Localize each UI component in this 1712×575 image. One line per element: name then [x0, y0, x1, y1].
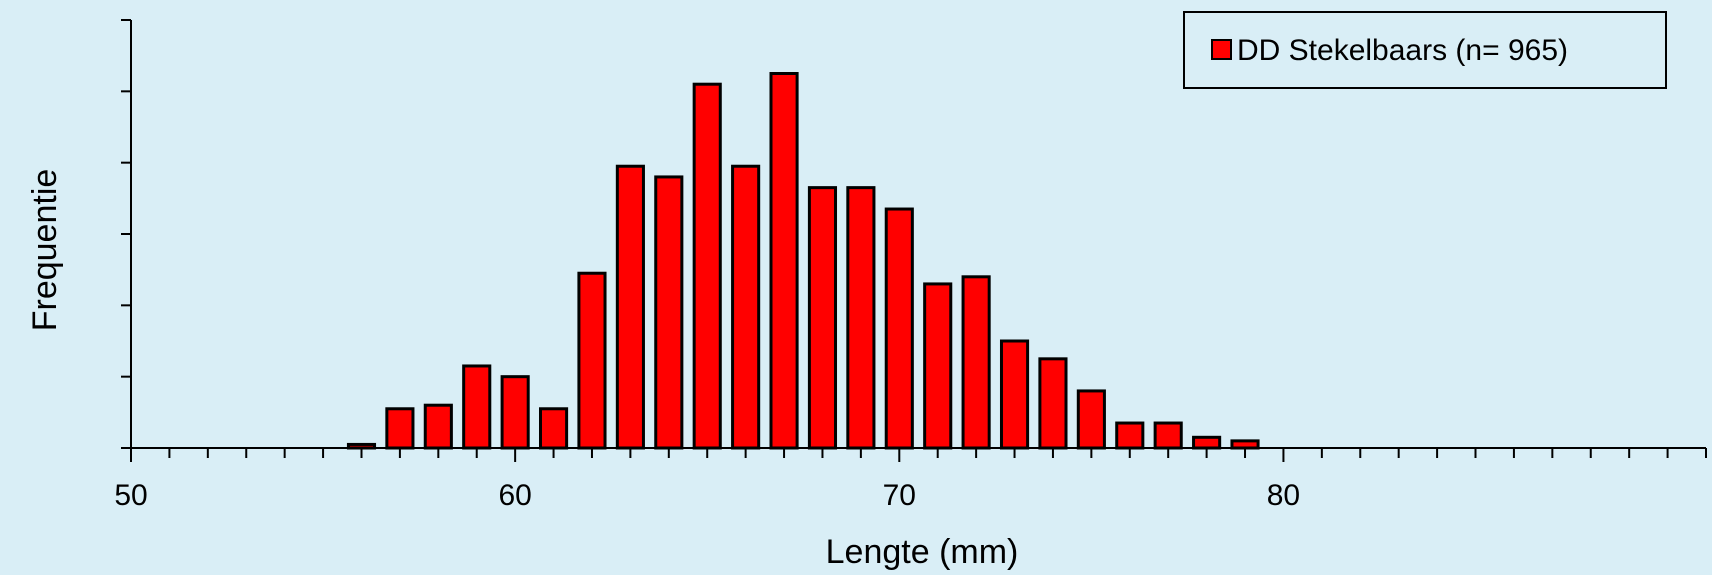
histogram-bar: [846, 186, 876, 450]
x-tick-label: 60: [498, 479, 531, 512]
histogram-bar: [923, 282, 953, 450]
legend-swatch: [1211, 39, 1232, 60]
histogram-bar: [1076, 389, 1106, 450]
bar-series: [346, 72, 1260, 450]
histogram-bar: [1153, 421, 1183, 450]
histogram-bar: [884, 207, 914, 450]
histogram-bar: [423, 403, 453, 450]
legend: DD Stekelbaars (n= 965): [1183, 11, 1667, 89]
x-axis-ticks: [130, 448, 1707, 462]
histogram-bar: [807, 186, 838, 450]
histogram-bar: [500, 375, 530, 450]
legend-box: [1183, 11, 1667, 89]
histogram-bar: [769, 72, 799, 450]
histogram-bar: [1192, 435, 1222, 450]
histogram-bar: [615, 164, 645, 450]
x-tick-label: 50: [114, 479, 147, 512]
x-tick-label: 70: [883, 479, 916, 512]
histogram-bar: [385, 407, 415, 450]
y-axis-title: Frequentie: [26, 169, 64, 332]
y-axis-ticks: [121, 19, 131, 449]
x-axis-tick-labels: 50 60 70 80: [114, 479, 1300, 512]
histogram-bar: [1230, 439, 1260, 450]
histogram-bar: [961, 275, 991, 450]
x-axis-title: Lengte (mm): [826, 533, 1019, 571]
histogram-bar: [731, 164, 761, 450]
histogram-bar: [462, 364, 492, 450]
histogram-bar: [692, 82, 722, 450]
histogram-bar: [999, 339, 1030, 450]
histogram-bar: [1115, 421, 1145, 450]
legend-label: DD Stekelbaars (n= 965): [1237, 34, 1568, 67]
histogram-bar: [654, 175, 684, 450]
histogram-bar: [1038, 357, 1068, 450]
histogram-bar: [539, 407, 569, 450]
x-tick-label: 80: [1267, 479, 1300, 512]
histogram-bar: [577, 271, 607, 450]
